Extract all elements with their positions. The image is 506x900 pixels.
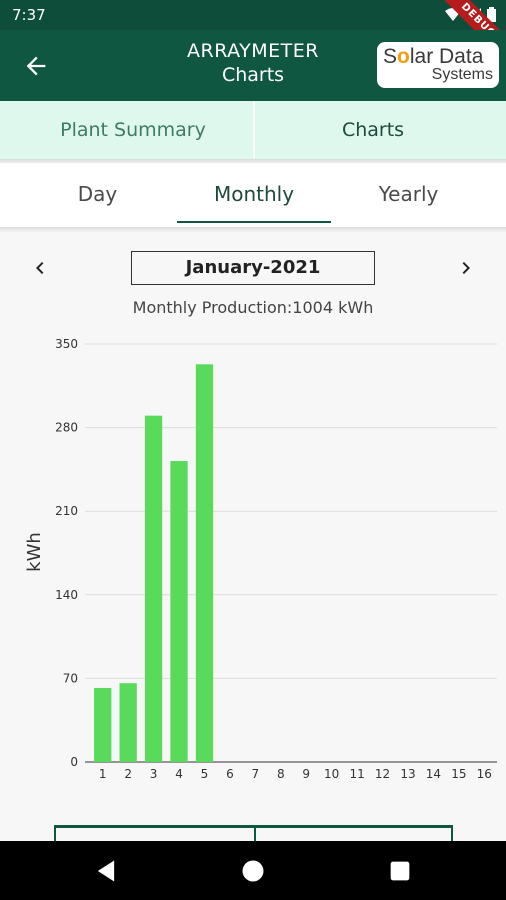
nav-recents-icon[interactable] [386, 857, 414, 885]
bar[interactable] [195, 364, 214, 762]
x-tick-label: 13 [400, 767, 415, 781]
x-tick-label: 5 [201, 767, 209, 781]
tab-plant-summary[interactable]: Plant Summary [60, 119, 206, 141]
status-time: 7:37 [12, 6, 46, 24]
x-tick-label: 7 [252, 767, 260, 781]
x-tick-label: 12 [375, 767, 390, 781]
y-tick-label: 280 [55, 421, 78, 435]
app-bar: ARRAYMETER Charts Solar Data Systems [0, 30, 506, 101]
x-tick-label: 1 [99, 767, 107, 781]
x-tick-label: 15 [451, 767, 466, 781]
bottom-panel-divider [254, 825, 256, 841]
y-tick-label: 140 [55, 588, 78, 602]
app-titles: ARRAYMETER Charts [150, 40, 356, 86]
tab-charts[interactable]: Charts [341, 119, 405, 141]
y-tick-label: 0 [70, 755, 78, 769]
y-tick-label: 350 [55, 337, 78, 351]
battery-icon [487, 7, 496, 22]
x-tick-label: 10 [324, 767, 339, 781]
logo-line2: Systems [431, 66, 493, 83]
y-axis-label: kWh [24, 532, 45, 572]
top-tab-divider [253, 101, 255, 159]
nav-back-icon[interactable] [92, 857, 120, 885]
nav-home-icon[interactable] [239, 857, 267, 885]
tab-monthly[interactable]: Monthly [213, 182, 295, 206]
bar[interactable] [144, 415, 163, 762]
tab-yearly[interactable]: Yearly [378, 182, 439, 206]
bar[interactable] [119, 683, 137, 762]
x-tick-label: 9 [302, 767, 310, 781]
y-tick-label: 70 [63, 671, 78, 685]
bar[interactable] [94, 687, 112, 762]
x-tick-label: 14 [426, 767, 441, 781]
top-tab-bar: Plant Summary Charts [0, 101, 506, 159]
x-tick-label: 2 [124, 767, 132, 781]
x-tick-label: 16 [477, 767, 492, 781]
bar[interactable] [170, 461, 188, 762]
back-arrow-icon[interactable] [22, 52, 50, 80]
status-bar: 7:37 DEBUG [0, 0, 506, 70]
x-tick-label: 11 [349, 767, 364, 781]
month-selector[interactable]: January-2021 [131, 251, 375, 285]
active-tab-indicator [177, 221, 331, 223]
x-tick-label: 6 [226, 767, 234, 781]
y-tick-label: 210 [55, 504, 78, 518]
app-title: ARRAYMETER [187, 40, 319, 62]
x-tick-label: 4 [175, 767, 183, 781]
period-tab-bar: Day Monthly Yearly [0, 163, 506, 227]
period-tab-shadow [0, 227, 506, 233]
chevron-right-icon[interactable] [454, 256, 478, 280]
x-tick-label: 8 [277, 767, 285, 781]
system-nav-bar [0, 841, 506, 900]
solar-data-systems-logo: Solar Data Systems [377, 42, 499, 88]
x-tick-label: 3 [150, 767, 158, 781]
app-subtitle: Charts [221, 64, 285, 86]
tab-day[interactable]: Day [77, 182, 118, 206]
monthly-production-label: Monthly Production:1004 kWh [132, 298, 374, 317]
bottom-panel-edge [54, 825, 453, 841]
chevron-left-icon[interactable] [28, 256, 52, 280]
logo-line1: Solar Data [383, 45, 484, 68]
top-tab-shadow [0, 159, 506, 165]
